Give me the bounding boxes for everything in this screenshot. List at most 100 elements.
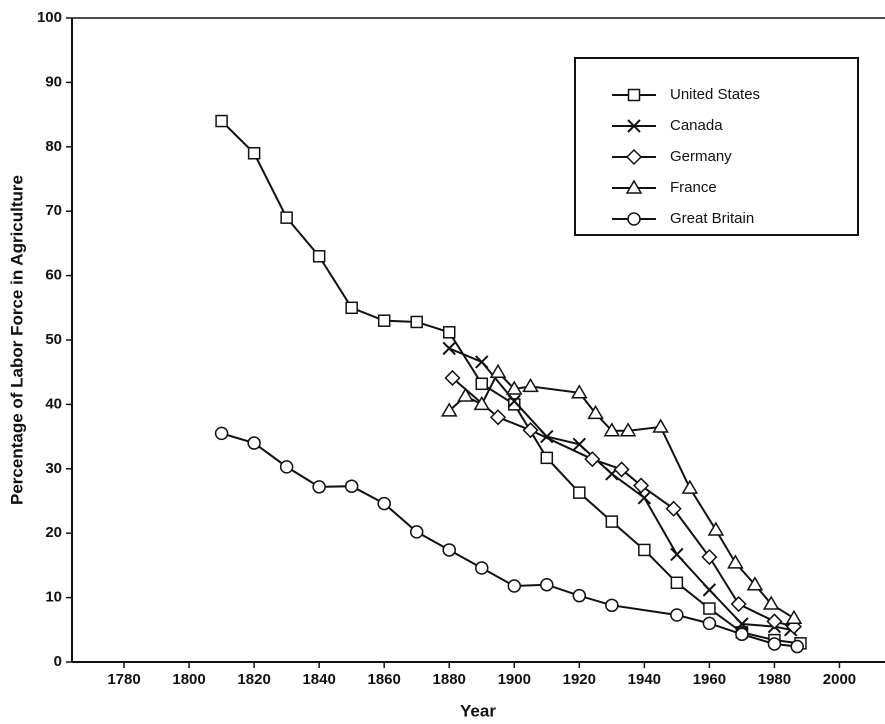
marker <box>540 577 554 592</box>
legend-label: France <box>670 179 717 196</box>
x-tick-label: 1960 <box>693 671 726 688</box>
y-tick-label: 20 <box>45 524 62 541</box>
legend-marker <box>627 88 641 102</box>
marker <box>652 418 669 433</box>
legend-label: United States <box>670 86 760 103</box>
x-tick-label: 1840 <box>302 671 335 688</box>
marker <box>619 422 637 437</box>
x-tick-label: 1980 <box>758 671 791 688</box>
legend-label: Great Britain <box>670 210 754 227</box>
y-tick-label: 80 <box>45 138 62 155</box>
marker <box>670 608 684 622</box>
marker <box>214 426 229 441</box>
series-line <box>448 347 791 631</box>
marker <box>312 250 326 263</box>
y-tick-label: 40 <box>45 395 62 412</box>
marker <box>475 377 489 391</box>
x-axis-label: Year <box>460 701 496 720</box>
x-tick-label: 1920 <box>563 671 596 688</box>
y-tick-label: 70 <box>45 202 62 219</box>
marker <box>572 588 587 603</box>
marker <box>735 627 749 642</box>
marker <box>442 326 456 339</box>
marker <box>665 500 682 517</box>
marker <box>312 480 326 494</box>
marker <box>344 479 359 493</box>
marker <box>540 451 554 465</box>
y-tick-label: 50 <box>45 331 62 348</box>
marker <box>444 369 461 387</box>
marker <box>475 561 489 575</box>
y-axis-label: Percentage of Labor Force in Agriculture <box>7 175 26 505</box>
marker <box>605 515 619 528</box>
marker <box>638 543 651 557</box>
marker <box>473 395 491 411</box>
marker <box>442 543 456 557</box>
x-tick-label: 1860 <box>368 671 401 688</box>
legend-label: Canada <box>670 117 723 134</box>
marker <box>247 146 261 160</box>
y-tick-label: 90 <box>45 73 62 90</box>
marker <box>215 114 228 128</box>
x-tick-label: 2000 <box>823 671 856 688</box>
marker <box>727 554 744 569</box>
y-tick-label: 100 <box>37 9 62 26</box>
marker <box>790 639 804 654</box>
marker <box>762 595 780 610</box>
marker <box>767 637 782 651</box>
marker <box>475 355 489 369</box>
marker <box>457 387 474 402</box>
y-tick-label: 30 <box>45 460 62 477</box>
marker <box>489 363 507 378</box>
marker <box>603 422 621 437</box>
legend-box <box>574 57 859 236</box>
marker <box>571 384 588 399</box>
marker <box>637 491 652 505</box>
marker <box>702 616 717 631</box>
marker <box>522 377 539 393</box>
x-tick-label: 1820 <box>237 671 270 688</box>
marker <box>730 595 747 613</box>
marker <box>507 394 521 408</box>
y-tick-label: 0 <box>54 653 62 670</box>
marker <box>670 547 684 562</box>
y-tick-label: 10 <box>45 589 62 606</box>
marker <box>633 477 650 494</box>
marker <box>505 380 523 395</box>
marker <box>613 461 630 478</box>
legend-marker <box>625 148 643 166</box>
y-tick-label: 60 <box>45 267 62 284</box>
marker <box>573 486 586 499</box>
marker <box>746 576 764 591</box>
marker <box>670 576 684 590</box>
marker <box>681 479 699 494</box>
marker <box>377 314 391 327</box>
marker <box>785 609 803 624</box>
legend-marker <box>625 179 643 194</box>
marker <box>605 598 619 613</box>
legend-label: Germany <box>670 148 732 165</box>
marker <box>442 341 456 356</box>
marker <box>701 548 718 566</box>
marker <box>522 422 539 439</box>
marker <box>735 617 749 631</box>
x-tick-label: 1880 <box>433 671 466 688</box>
x-tick-label: 1800 <box>172 671 205 688</box>
marker <box>507 579 522 593</box>
marker <box>280 211 293 224</box>
marker <box>508 398 521 411</box>
marker <box>703 602 716 615</box>
x-tick-label: 1780 <box>107 671 140 688</box>
marker <box>410 315 423 329</box>
series-line <box>448 370 795 620</box>
marker <box>707 521 725 536</box>
marker <box>409 525 424 539</box>
x-tick-label: 1940 <box>628 671 661 688</box>
marker <box>440 402 458 417</box>
legend-marker <box>627 119 641 133</box>
marker <box>247 436 261 450</box>
marker <box>345 301 358 315</box>
marker <box>584 451 601 468</box>
legend-marker <box>627 212 641 226</box>
